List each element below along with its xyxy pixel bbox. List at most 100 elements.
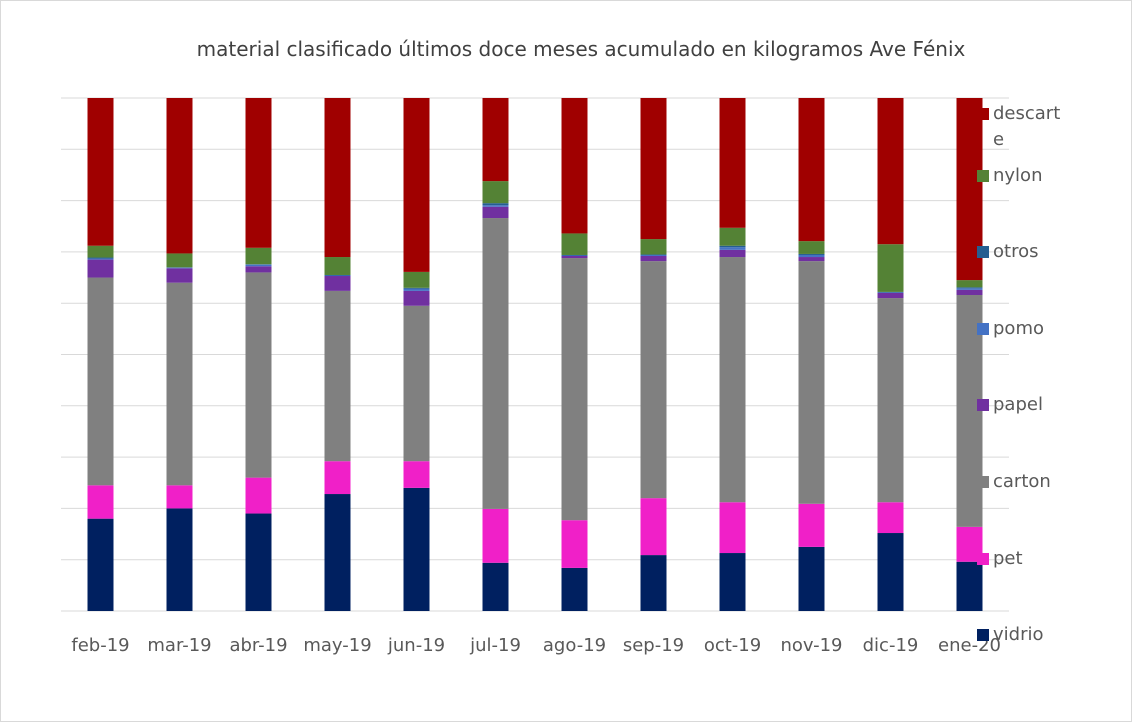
bar-segment (956, 289, 983, 295)
bar-segment (798, 261, 825, 504)
bar-segment (324, 275, 351, 277)
bar-segment (166, 98, 193, 254)
bar-segment (87, 98, 114, 246)
bar-segment (245, 247, 272, 265)
bar-segment (798, 254, 825, 258)
bar-segment (719, 247, 746, 250)
x-tick-label: ene-20 (938, 635, 1001, 656)
bar-segment (798, 98, 825, 242)
bar-segment (245, 264, 272, 267)
x-tick-label: feb-19 (71, 635, 129, 656)
bar-segment (640, 254, 667, 257)
legend-item: otros (977, 239, 1113, 265)
bar-segment (482, 218, 509, 509)
bar-segment (403, 290, 430, 306)
legend-item: carton (977, 469, 1113, 495)
legend-label: descarte (993, 103, 1061, 150)
bar-segment (166, 267, 193, 268)
bar-segment (877, 502, 904, 534)
bar-segment (798, 253, 825, 255)
legend-swatch (977, 323, 989, 335)
bar-segment (640, 261, 667, 499)
legend-item: descarte (977, 101, 1113, 153)
bar-segment (324, 461, 351, 495)
bar-segment (324, 276, 351, 291)
bar-segment (719, 257, 746, 503)
bar-segment (324, 98, 351, 258)
bar-segment (482, 206, 509, 219)
legend-item: pomo (977, 316, 1113, 342)
x-tick-label: jul-19 (469, 635, 521, 656)
bar-segment (561, 258, 588, 521)
legend-swatch (977, 246, 989, 258)
bar-segment (956, 287, 983, 289)
x-tick-label: oct-19 (704, 635, 761, 656)
bar-segment (798, 257, 825, 262)
bar-segment (640, 98, 667, 240)
bar-segment (245, 264, 272, 265)
bar-segment (166, 253, 193, 268)
x-tick-label: sep-19 (623, 635, 684, 656)
bar-segment (561, 254, 588, 256)
bar-segment (166, 508, 193, 611)
bar-segment (166, 267, 193, 269)
bar-segment (719, 98, 746, 228)
legend-label: pomo (993, 318, 1044, 339)
bar-segment (245, 477, 272, 514)
bar-segment (719, 249, 746, 258)
bar-segment (403, 287, 430, 289)
bar-segment (877, 298, 904, 503)
bar-segment (482, 205, 509, 207)
legend-swatch (977, 629, 989, 641)
bar-segment (877, 291, 904, 293)
x-tick-label: abr-19 (229, 635, 287, 656)
bar-segment (87, 518, 114, 611)
bar-segment (640, 239, 667, 255)
legend-item: vidrio (977, 622, 1113, 648)
x-tick-label: may-19 (303, 635, 371, 656)
bar-segment (877, 244, 904, 292)
legend-label: carton (993, 471, 1051, 492)
bar-segment (87, 257, 114, 259)
bar-segment (245, 272, 272, 478)
bar-segment (324, 290, 351, 462)
bar-segment (798, 241, 825, 254)
bar-segment (719, 553, 746, 611)
legend-label: otros (993, 241, 1039, 262)
bar-segment (324, 274, 351, 276)
legend-swatch (977, 476, 989, 488)
legend-label: papel (993, 394, 1043, 415)
bar-segment (403, 288, 430, 291)
legend-label: vidrio (993, 624, 1044, 645)
bar-segment (482, 181, 509, 204)
x-tick-label: ago-19 (543, 635, 606, 656)
bar-segment (245, 266, 272, 273)
x-tick-label: jun-19 (387, 635, 445, 656)
bar-segment (403, 98, 430, 272)
bar-segment (166, 485, 193, 509)
bar-segment (956, 288, 983, 290)
bar-segment (482, 508, 509, 563)
bar-segment (403, 271, 430, 288)
legend-label: pet (993, 548, 1023, 569)
bar-segment (561, 256, 588, 259)
legend-item: papel (977, 392, 1113, 418)
bar-segment (640, 555, 667, 611)
legend-item: nylon (977, 163, 1113, 189)
bar-segment (640, 254, 667, 255)
bar-segment (166, 282, 193, 486)
x-tick-label: dic-19 (863, 635, 919, 656)
bar-segment (561, 233, 588, 255)
bar-segment (956, 280, 983, 288)
legend-swatch (977, 553, 989, 565)
bar-segment (87, 277, 114, 486)
bar-segment (640, 498, 667, 556)
x-tick-label: mar-19 (147, 635, 211, 656)
bar-segment (403, 461, 430, 488)
bar-segment (561, 98, 588, 234)
bar-segment (87, 245, 114, 258)
legend-swatch (977, 108, 989, 120)
bar-segment (87, 258, 114, 260)
legend-swatch (977, 170, 989, 182)
